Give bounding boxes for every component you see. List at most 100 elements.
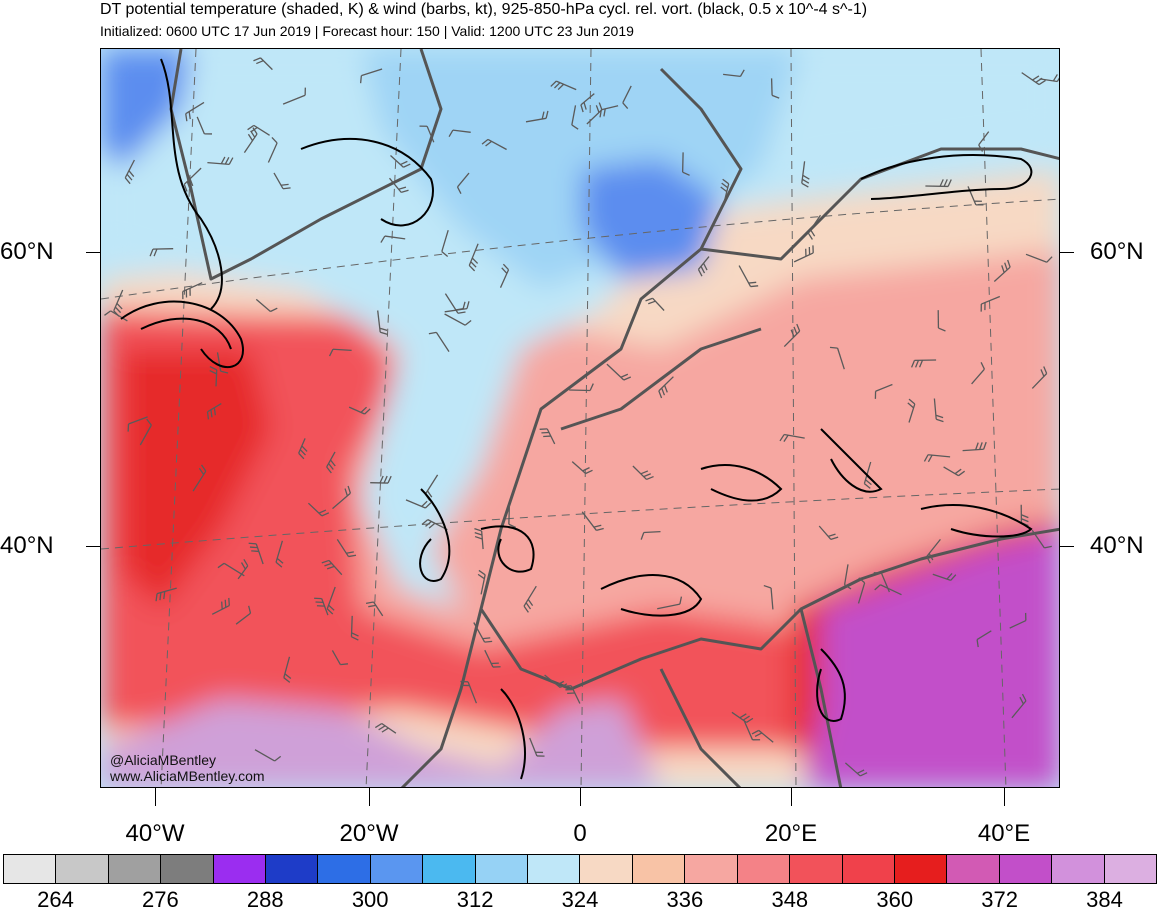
lat-tick-right-60 bbox=[1060, 252, 1074, 253]
wind-barb bbox=[183, 167, 202, 192]
colorbar-label: 324 bbox=[561, 887, 599, 912]
wind-barb bbox=[444, 301, 470, 313]
wind-barb bbox=[976, 630, 992, 648]
wind-barb bbox=[499, 263, 510, 288]
wind-barb bbox=[124, 159, 135, 185]
wind-barb bbox=[844, 762, 868, 777]
colorbar-swatch bbox=[685, 855, 738, 883]
wind-barb bbox=[217, 562, 245, 577]
wind-barb bbox=[331, 650, 349, 666]
wind-barb bbox=[336, 539, 357, 558]
wind-barb bbox=[448, 129, 471, 137]
wind-barb bbox=[1025, 253, 1053, 263]
wind-barb bbox=[460, 680, 478, 704]
map-subtitle: Initialized: 0600 UTC 17 Jun 2019 | Fore… bbox=[100, 23, 634, 39]
wind-barb bbox=[1021, 72, 1046, 86]
colorbar-swatch bbox=[842, 855, 895, 883]
wind-barb bbox=[275, 540, 284, 568]
wind-barb bbox=[682, 152, 690, 176]
wind-barb bbox=[640, 530, 661, 540]
wind-barb bbox=[563, 685, 581, 704]
wind-barb bbox=[874, 584, 902, 596]
lat-tick-right-40 bbox=[1060, 546, 1074, 547]
wind-barb bbox=[207, 156, 234, 166]
colorbar-swatch bbox=[108, 855, 162, 883]
wind-barb bbox=[255, 298, 278, 313]
wind-barb bbox=[907, 398, 916, 423]
colorbar-swatch bbox=[632, 855, 686, 883]
wind-barb bbox=[770, 78, 780, 99]
colorbar-swatch bbox=[947, 855, 1000, 883]
wind-barb bbox=[720, 178, 730, 206]
wind-barb bbox=[185, 101, 205, 122]
wind-barb bbox=[473, 622, 493, 643]
colorbar-label: 300 bbox=[351, 887, 389, 912]
wind-barb bbox=[307, 502, 330, 517]
wind-barb bbox=[468, 243, 479, 272]
wind-barb bbox=[254, 749, 282, 762]
wind-barb bbox=[444, 313, 472, 326]
wind-barb bbox=[481, 138, 507, 151]
wind-barb bbox=[525, 110, 549, 123]
colorbar-label: 312 bbox=[456, 887, 494, 912]
lon-tick-40e bbox=[1004, 788, 1005, 806]
wind-barb bbox=[211, 597, 230, 615]
coastlines bbox=[169, 49, 1059, 787]
wind-barb bbox=[818, 525, 839, 541]
wind-barb bbox=[657, 596, 683, 610]
colorbar-swatch bbox=[737, 855, 791, 883]
wind-barb bbox=[253, 57, 273, 71]
weather-map bbox=[100, 48, 1060, 788]
lon-label-20w: 20°W bbox=[339, 820, 399, 847]
wind-barb bbox=[763, 584, 774, 610]
wind-barb bbox=[967, 186, 984, 206]
wind-barb bbox=[477, 569, 486, 595]
wind-barb bbox=[350, 615, 359, 641]
colorbar-swatch bbox=[475, 855, 529, 883]
colorbar-swatch bbox=[266, 855, 319, 883]
wind-barb bbox=[544, 674, 568, 689]
wind-barb bbox=[523, 585, 537, 613]
wind-barb bbox=[1011, 693, 1027, 719]
lat-label-right-40: 40°N bbox=[1090, 532, 1144, 559]
wind-barb bbox=[235, 605, 252, 625]
wind-barb bbox=[149, 248, 174, 257]
colorbar-label: 348 bbox=[771, 887, 809, 912]
wind-barb bbox=[155, 587, 177, 602]
wind-barb bbox=[474, 527, 484, 550]
wind-barb bbox=[807, 214, 822, 240]
wind-barb bbox=[390, 155, 411, 168]
lat-label-left-40: 40°N bbox=[0, 532, 54, 559]
wind-barb bbox=[456, 172, 470, 195]
wind-barb bbox=[971, 362, 985, 385]
wind-barb bbox=[932, 572, 957, 581]
wind-barb bbox=[321, 559, 343, 576]
colorbar-swatch bbox=[790, 855, 843, 883]
wind-barb bbox=[937, 310, 946, 332]
lon-label-40e: 40°E bbox=[977, 820, 1031, 847]
wind-barb bbox=[926, 538, 941, 564]
colorbar-label: 336 bbox=[666, 887, 704, 912]
colorbar-swatch bbox=[423, 855, 476, 883]
wind-barb bbox=[697, 256, 710, 277]
credit-handle: @AliciaMBentley bbox=[110, 752, 217, 768]
wind-barb bbox=[829, 346, 845, 370]
wind-barb bbox=[365, 601, 384, 617]
wind-barb bbox=[508, 504, 517, 529]
lon-label-20e: 20°E bbox=[764, 820, 818, 847]
colorbar-swatch bbox=[528, 855, 581, 883]
wind-barb bbox=[658, 376, 674, 399]
colorbar-swatch bbox=[999, 855, 1053, 883]
colorbar-label: 372 bbox=[981, 887, 1018, 912]
wind-barb bbox=[326, 586, 336, 615]
wind-barb bbox=[873, 572, 890, 593]
wind-barb bbox=[314, 597, 329, 616]
wind-barb bbox=[419, 125, 435, 143]
wind-barb bbox=[801, 161, 810, 188]
wind-barb bbox=[632, 465, 654, 481]
vorticity-contours bbox=[120, 58, 1033, 780]
wind-barb bbox=[377, 310, 388, 336]
wind-barb bbox=[571, 461, 593, 475]
colorbar-swatch bbox=[56, 855, 109, 883]
wind-barb bbox=[428, 331, 450, 352]
